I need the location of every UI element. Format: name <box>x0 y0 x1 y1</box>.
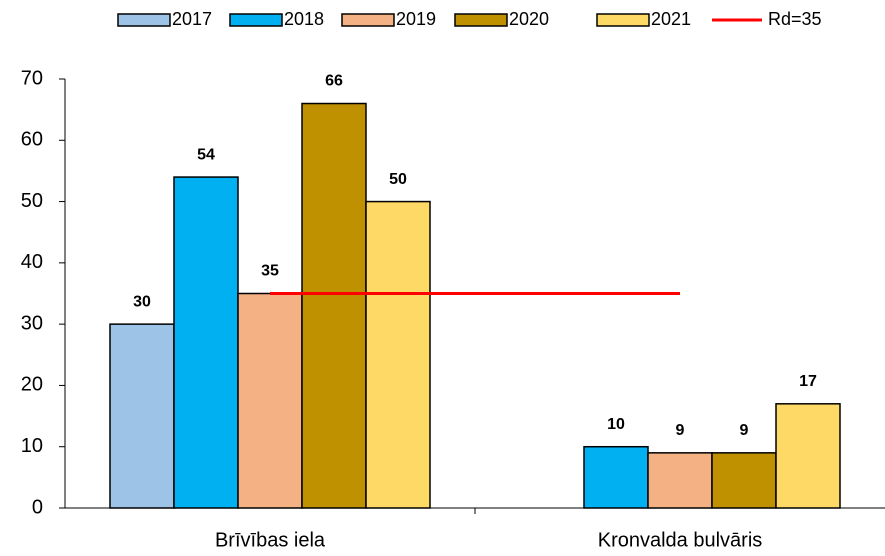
legend-label: Rd=35 <box>768 9 822 29</box>
bar <box>237 292 303 509</box>
y-tick-label: 70 <box>21 67 43 89</box>
y-tick-label: 20 <box>21 374 43 396</box>
data-label: 30 <box>133 293 151 310</box>
bar <box>711 452 777 509</box>
legend-swatch <box>596 13 650 27</box>
legend-label: 2019 <box>396 9 436 29</box>
x-tick-label: Brīvības iela <box>215 529 326 551</box>
data-label: 66 <box>325 73 343 90</box>
legend-label: 2018 <box>284 9 324 29</box>
bar <box>301 102 367 509</box>
legend-label: 2017 <box>172 9 212 29</box>
bar <box>647 452 713 509</box>
bar <box>109 323 175 509</box>
y-tick-label: 40 <box>21 251 43 273</box>
data-label: 9 <box>676 422 685 439</box>
bar <box>173 176 239 509</box>
data-label: 35 <box>261 263 279 280</box>
data-label: 9 <box>740 422 749 439</box>
legend-swatch <box>454 13 508 27</box>
y-tick-label: 0 <box>32 496 43 518</box>
data-label: 10 <box>607 416 625 433</box>
data-label: 50 <box>389 171 407 188</box>
y-tick-label: 50 <box>21 190 43 212</box>
legend-label: 2021 <box>651 9 691 29</box>
y-tick-label: 60 <box>21 129 43 151</box>
y-tick-label: 10 <box>21 435 43 457</box>
legend-swatch <box>117 13 171 27</box>
y-tick-label: 30 <box>21 312 43 334</box>
bar <box>583 445 649 509</box>
data-label: 54 <box>197 146 215 163</box>
legend-swatch <box>341 13 395 27</box>
bar <box>775 403 841 509</box>
x-tick-label: Kronvalda bulvāris <box>598 529 763 551</box>
legend-label: 2020 <box>509 9 549 29</box>
bar <box>365 200 431 509</box>
data-label: 17 <box>799 373 817 390</box>
legend-swatch <box>229 13 283 27</box>
